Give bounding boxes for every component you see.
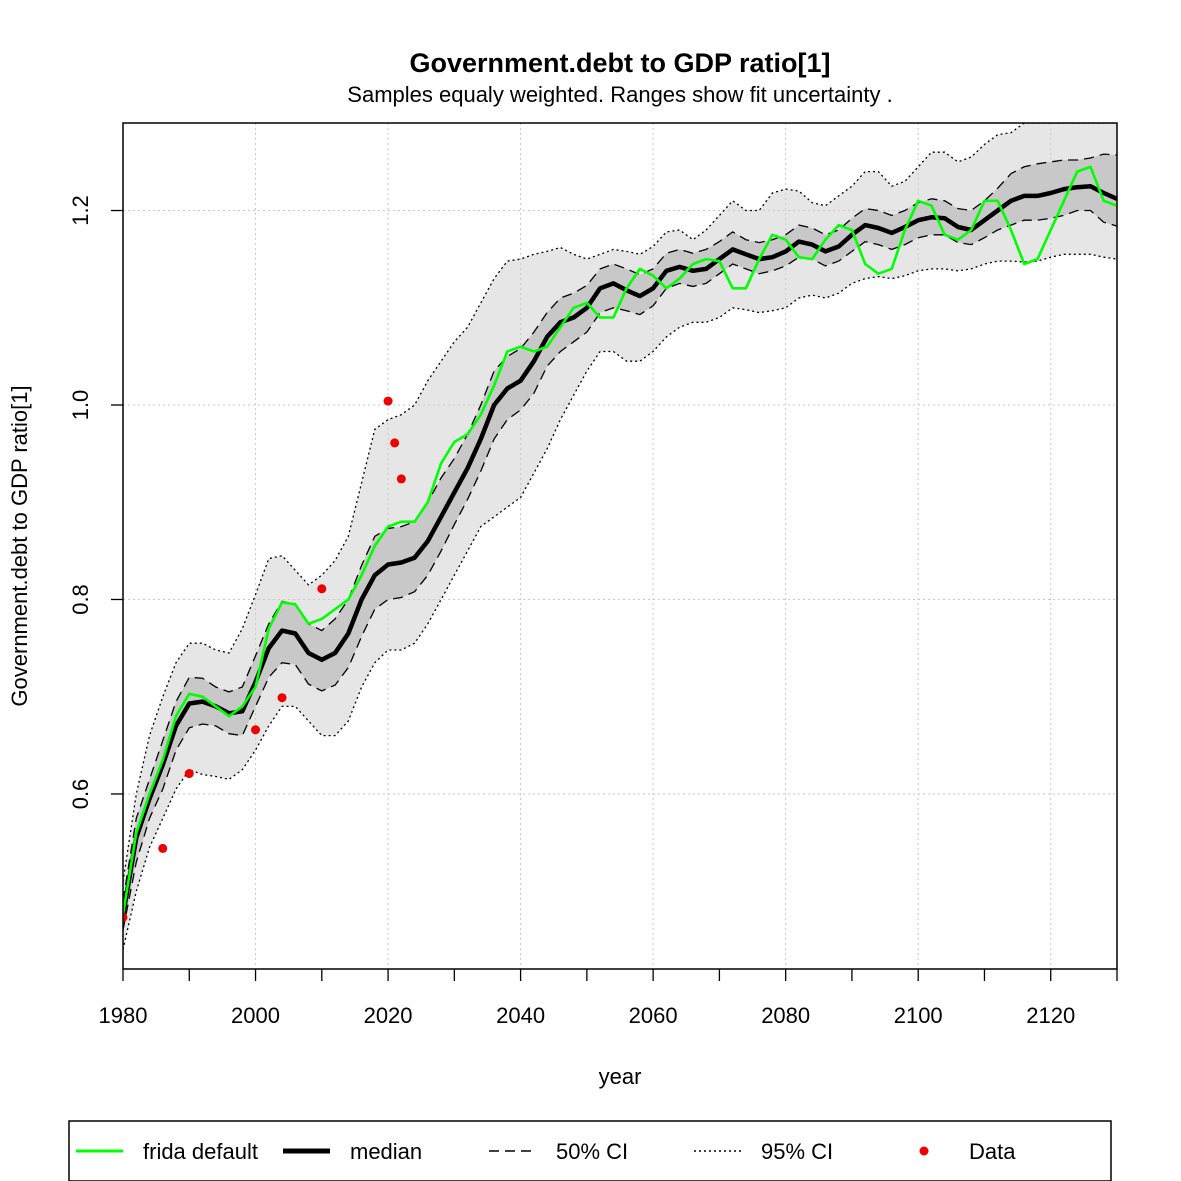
- data-point: [277, 693, 287, 703]
- x-axis-label: year: [599, 1064, 642, 1089]
- legend-label-50-ci: 50% CI: [556, 1139, 628, 1164]
- legend-label-frida-default: frida default: [143, 1139, 258, 1164]
- x-tick-label: 2120: [1026, 1003, 1075, 1028]
- x-tick-label: 2000: [231, 1003, 280, 1028]
- x-tick-label: 2060: [629, 1003, 678, 1028]
- data-point: [123, 912, 128, 922]
- frida-default-series-line: [123, 165, 1117, 915]
- y-tick-label: 0.8: [68, 584, 93, 615]
- legend-label-data: Data: [969, 1139, 1016, 1164]
- y-tick-label: 0.6: [68, 779, 93, 810]
- ci95-lower-line: [123, 253, 1117, 950]
- data-point: [383, 396, 393, 406]
- y-axis: 0.6 0.8 1.0 1.2: [68, 195, 123, 809]
- y-tick-label: 1.2: [68, 195, 93, 226]
- data-point: [158, 843, 168, 853]
- median-series-line: [123, 183, 1117, 916]
- legend-label-95-ci: 95% CI: [761, 1139, 833, 1164]
- plot-area: [122, 122, 1118, 970]
- x-tick-label: 2100: [894, 1003, 943, 1028]
- data-point: [390, 438, 400, 448]
- y-axis-label: Government.debt to GDP ratio[1]: [7, 385, 32, 706]
- chart-title: Government.debt to GDP ratio[1]: [409, 48, 830, 78]
- x-tick-label: 1980: [99, 1003, 148, 1028]
- y-tick-label: 1.0: [68, 390, 93, 421]
- data-point: [184, 769, 194, 779]
- x-tick-label: 2020: [364, 1003, 413, 1028]
- plot-frame: [122, 122, 1118, 970]
- data-point: [396, 474, 406, 484]
- ci95-upper-line: [123, 123, 1117, 882]
- legend-label-median: median: [350, 1139, 422, 1164]
- legend-swatch-data: [919, 1146, 929, 1156]
- chart-subtitle: Samples equaly weighted. Ranges show fit…: [347, 82, 892, 107]
- x-axis: 1980 2000 2020 2040 2060 2080 2100 2120: [99, 969, 1118, 1028]
- x-tick-label: 2040: [496, 1003, 545, 1028]
- ci50-band: [123, 154, 1117, 931]
- data-point: [317, 584, 327, 594]
- ci50-lower-line: [123, 209, 1117, 931]
- ci95-band: [123, 123, 1117, 950]
- legend-box: [68, 1120, 1112, 1181]
- legend: frida default median 50% CI 95% CI Data: [68, 1120, 1112, 1181]
- data-point: [251, 725, 261, 735]
- x-tick-label: 2080: [761, 1003, 810, 1028]
